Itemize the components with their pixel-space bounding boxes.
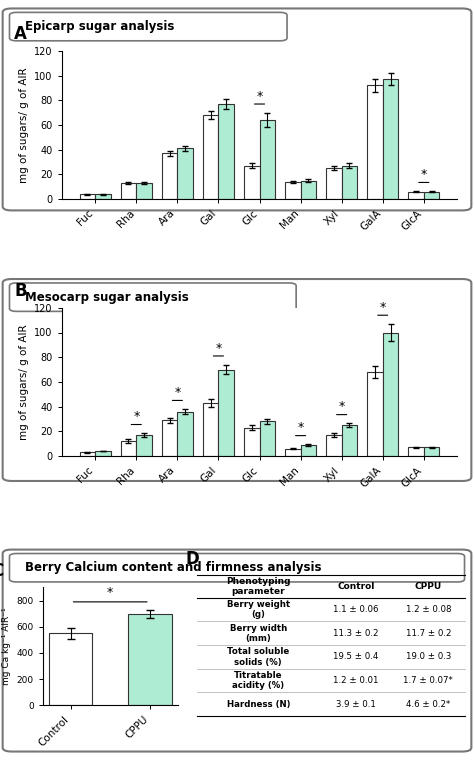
Bar <box>162 420 177 456</box>
Bar <box>383 79 398 199</box>
Bar <box>128 613 172 705</box>
Text: C: C <box>0 562 4 580</box>
Y-axis label: mg of sugars/ g of AIR: mg of sugars/ g of AIR <box>18 67 28 183</box>
FancyBboxPatch shape <box>3 279 471 481</box>
FancyBboxPatch shape <box>9 283 296 312</box>
Text: Hardness (N): Hardness (N) <box>227 700 290 708</box>
Text: *: * <box>107 586 113 599</box>
Bar <box>424 192 439 199</box>
Bar <box>177 148 193 199</box>
Text: 1.1 ± 0.06: 1.1 ± 0.06 <box>333 605 379 614</box>
Text: 4.6 ± 0.2*: 4.6 ± 0.2* <box>406 700 450 708</box>
Text: Titratable
acidity (%): Titratable acidity (%) <box>232 671 284 690</box>
FancyBboxPatch shape <box>9 553 465 582</box>
Text: 3.9 ± 0.1: 3.9 ± 0.1 <box>336 700 376 708</box>
Bar <box>95 194 111 199</box>
Text: Mesocarp sugar analysis: Mesocarp sugar analysis <box>26 290 189 303</box>
Y-axis label: mg Ca kg⁻¹ AIR⁻¹: mg Ca kg⁻¹ AIR⁻¹ <box>2 607 11 686</box>
Bar <box>137 183 152 199</box>
Bar <box>285 182 301 199</box>
Text: A: A <box>14 25 27 43</box>
Text: 19.0 ± 0.3: 19.0 ± 0.3 <box>406 652 451 661</box>
Text: *: * <box>380 301 386 314</box>
Text: Berry width
(mm): Berry width (mm) <box>230 623 287 643</box>
Bar <box>342 166 357 199</box>
Bar <box>367 372 383 456</box>
Bar <box>301 445 316 456</box>
Bar <box>49 633 92 705</box>
Text: Phenotyping
parameter: Phenotyping parameter <box>226 577 291 597</box>
Bar <box>383 333 398 456</box>
Text: *: * <box>215 342 221 355</box>
Text: *: * <box>133 410 139 423</box>
Bar <box>80 452 95 456</box>
Text: *: * <box>421 168 427 181</box>
Bar <box>259 421 275 456</box>
Bar <box>203 403 219 456</box>
Bar <box>244 166 259 199</box>
Text: Total soluble
solids (%): Total soluble solids (%) <box>227 648 290 667</box>
Bar <box>219 369 234 456</box>
Bar <box>121 183 137 199</box>
Text: 11.7 ± 0.2: 11.7 ± 0.2 <box>406 629 451 638</box>
Bar <box>80 194 95 199</box>
Text: 19.5 ± 0.4: 19.5 ± 0.4 <box>333 652 379 661</box>
FancyBboxPatch shape <box>3 549 471 752</box>
Text: CPPU: CPPU <box>415 582 442 591</box>
Text: *: * <box>338 401 345 413</box>
Bar <box>342 425 357 456</box>
Bar <box>367 86 383 199</box>
FancyBboxPatch shape <box>3 8 471 211</box>
Text: Berry weight
(g): Berry weight (g) <box>227 600 290 619</box>
Bar <box>219 104 234 199</box>
Text: 11.3 ± 0.2: 11.3 ± 0.2 <box>333 629 379 638</box>
Bar <box>285 448 301 456</box>
FancyBboxPatch shape <box>9 12 287 41</box>
Bar <box>424 448 439 456</box>
Text: Epicarp sugar analysis: Epicarp sugar analysis <box>26 20 175 33</box>
Bar <box>121 441 137 456</box>
Bar <box>301 181 316 199</box>
Bar <box>326 435 342 456</box>
Text: D: D <box>186 550 200 568</box>
Bar <box>162 154 177 199</box>
Bar <box>203 115 219 199</box>
Bar <box>137 435 152 456</box>
Bar <box>259 120 275 199</box>
Bar <box>408 448 424 456</box>
Bar <box>95 451 111 456</box>
Bar <box>326 168 342 199</box>
Text: *: * <box>298 421 304 435</box>
Bar <box>177 412 193 456</box>
Y-axis label: mg of sugars/ g of AIR: mg of sugars/ g of AIR <box>18 324 28 440</box>
Text: Control: Control <box>337 582 375 591</box>
Text: 1.2 ± 0.01: 1.2 ± 0.01 <box>333 676 379 685</box>
Text: *: * <box>256 90 263 103</box>
Bar <box>408 192 424 199</box>
Text: B: B <box>14 282 27 300</box>
Text: 1.7 ± 0.07*: 1.7 ± 0.07* <box>403 676 453 685</box>
Text: Berry Calcium content and firmness analysis: Berry Calcium content and firmness analy… <box>26 561 322 574</box>
Bar <box>244 428 259 456</box>
Text: *: * <box>174 386 181 399</box>
Text: 1.2 ± 0.08: 1.2 ± 0.08 <box>406 605 451 614</box>
